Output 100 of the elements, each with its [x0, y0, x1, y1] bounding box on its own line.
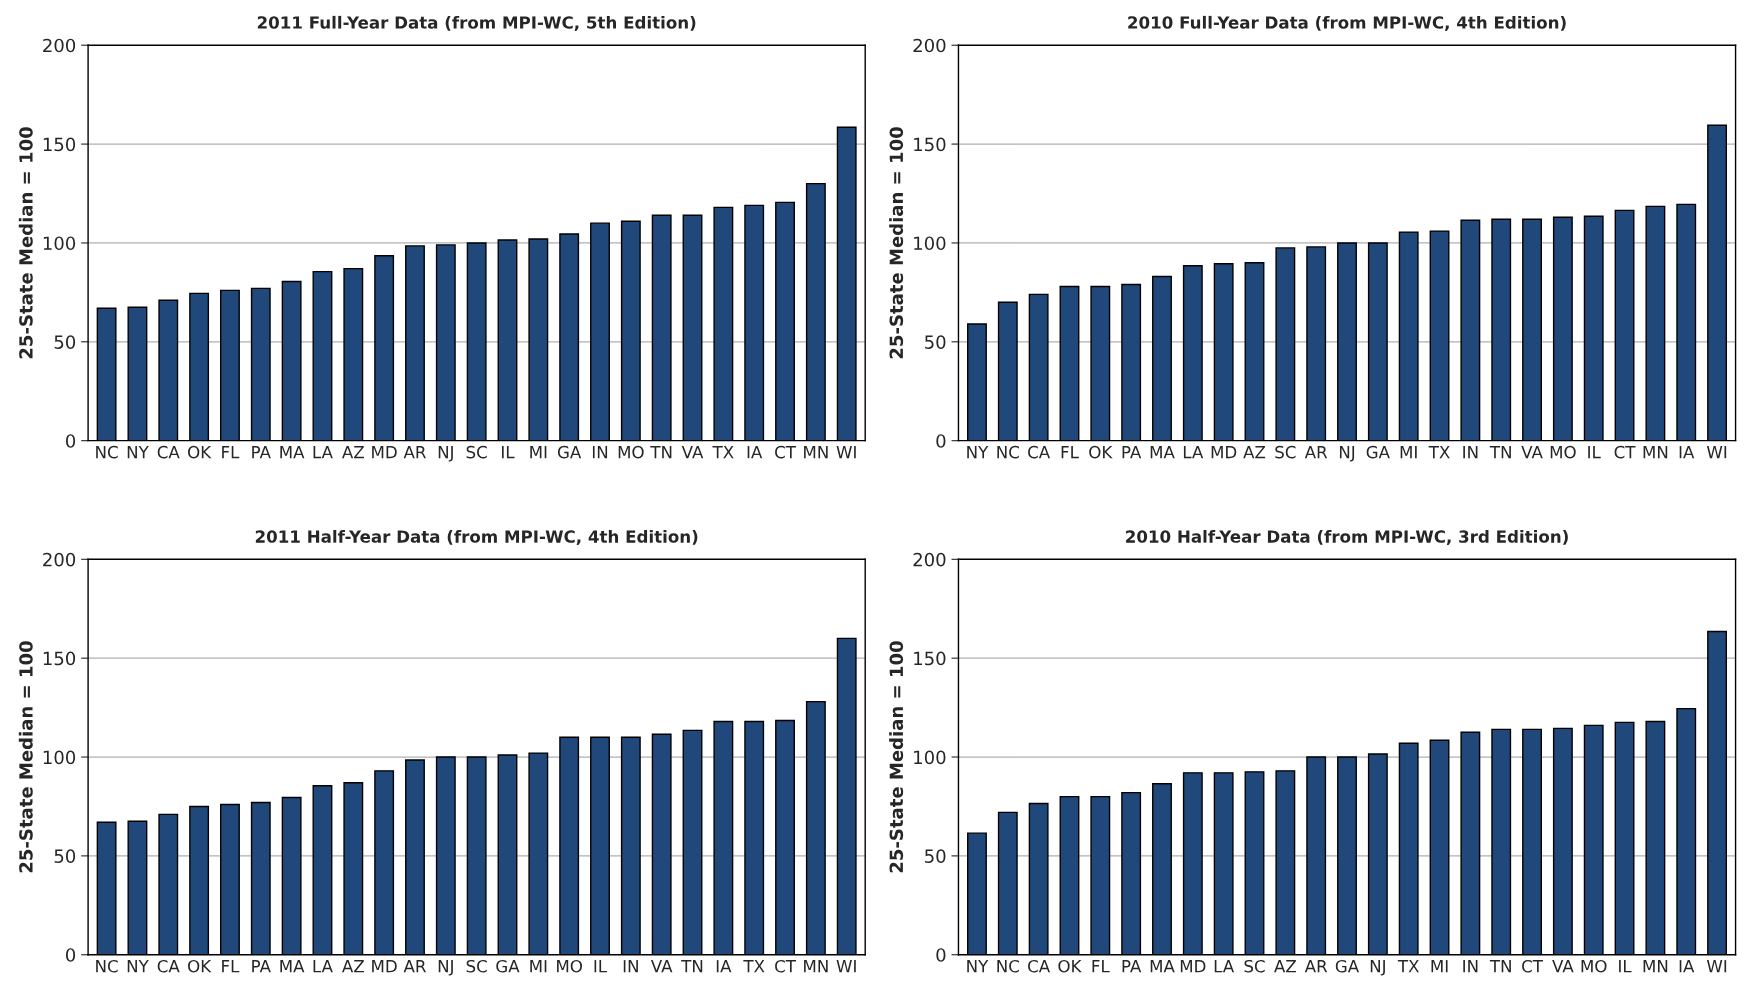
x-tick-label: TN [650, 446, 672, 459]
x-tick-label: MO [557, 959, 582, 973]
x-tick-label: MD [1180, 960, 1206, 973]
x-tick-label: GA [1366, 445, 1390, 459]
x-tick-label: PA [252, 446, 271, 459]
x-tick-label: IA [716, 960, 732, 973]
x-tick-label: PA [252, 960, 271, 973]
x-tick-label: WI [1706, 446, 1727, 459]
y-tick-label: 100 [914, 236, 946, 251]
x-tick-label: MA [1150, 960, 1175, 973]
x-tick-label: IN [1463, 446, 1478, 459]
chart-title: 2010 Half-Year Data (from MPI-WC, 3rd Edition) [1126, 529, 1568, 545]
x-tick-label: SC [1244, 959, 1265, 973]
y-tick-label: 100 [43, 750, 76, 765]
x-tick-label: VA [681, 446, 704, 459]
y-tick-label: 50 [54, 849, 76, 864]
x-tick-label: CA [157, 445, 180, 459]
x-tick-label: IL [594, 960, 608, 973]
x-tick-label: LA [313, 960, 333, 973]
x-tick-label: FL [222, 446, 240, 459]
y-tick-label: 0 [66, 434, 76, 448]
x-tick-label: WI [836, 446, 856, 459]
x-tick-label: MN [804, 446, 828, 459]
x-tick-label: AR [403, 446, 426, 459]
y-tick-label: 50 [925, 335, 946, 349]
x-tick-label: NJ [1339, 446, 1355, 462]
x-tick-label: TN [1489, 446, 1511, 459]
x-tick-label: MI [1400, 446, 1417, 459]
y-axis-title: 25-State Median = 100 [18, 127, 33, 359]
x-tick-label: NY [967, 960, 989, 973]
y-tick-label: 150 [43, 651, 76, 666]
x-tick-label: IL [1619, 960, 1632, 973]
x-tick-label: WI [1706, 960, 1727, 973]
y-tick-label: 50 [925, 849, 946, 864]
x-tick-label: GA [557, 445, 582, 459]
x-tick-label: IN [592, 446, 608, 459]
x-tick-label: IA [1679, 960, 1695, 973]
x-tick-label: MO [618, 445, 644, 459]
x-tick-label: MN [804, 960, 828, 973]
x-tick-label: NJ [438, 960, 453, 976]
x-tick-label: AZ [342, 960, 364, 973]
x-tick-label: FL [1092, 960, 1110, 973]
x-tick-label: IA [1679, 446, 1695, 459]
x-tick-label: TX [1428, 446, 1450, 459]
x-tick-label: NY [127, 960, 149, 973]
x-tick-label: CT [1614, 445, 1636, 459]
y-tick-label: 0 [936, 434, 946, 448]
x-tick-label: PA [1122, 446, 1142, 459]
x-tick-label: VA [1552, 960, 1574, 973]
x-tick-label: MI [1431, 960, 1448, 973]
y-axis-title: 25-State Median = 100 [889, 127, 904, 359]
y-tick-label: 150 [914, 137, 946, 152]
x-tick-label: IL [1588, 446, 1601, 459]
y-axis-title: 25-State Median = 100 [889, 641, 904, 873]
x-tick-label: CA [1028, 959, 1051, 973]
x-tick-label: GA [496, 959, 520, 973]
x-tick-label: MD [372, 960, 397, 973]
y-tick-label: 150 [43, 137, 76, 152]
x-tick-label: NC [997, 445, 1019, 459]
x-tick-label: TX [712, 446, 734, 459]
x-tick-label: LA [1214, 960, 1235, 973]
x-tick-label: CT [775, 959, 796, 973]
x-tick-label: OK [188, 959, 212, 973]
x-tick-label: IA [747, 446, 763, 459]
x-tick-label: TX [1397, 960, 1419, 973]
x-tick-label: MN [1643, 960, 1668, 973]
x-tick-label: FL [1061, 446, 1079, 459]
x-tick-label: AR [1304, 960, 1328, 973]
x-tick-label: MA [1150, 446, 1175, 459]
x-tick-label: IN [1463, 960, 1478, 973]
y-tick-label: 200 [913, 38, 946, 53]
x-tick-label: LA [1183, 446, 1204, 459]
x-tick-label: TX [743, 960, 765, 973]
x-tick-label: NC [96, 959, 118, 973]
x-tick-label: NJ [438, 446, 453, 462]
x-tick-label: CA [157, 959, 180, 973]
x-tick-label: MA [280, 960, 305, 973]
x-tick-label: MD [372, 446, 397, 459]
chart-title: 2010 Full-Year Data (from MPI-WC, 4th Edition) [1128, 15, 1566, 31]
y-tick-label: 0 [66, 948, 76, 962]
chart-title: 2011 Full-Year Data (from MPI-WC, 5th Edition) [257, 15, 696, 31]
x-tick-label: NC [96, 445, 118, 459]
x-tick-label: OK [1089, 445, 1113, 459]
x-tick-label: AZ [1274, 960, 1296, 973]
x-tick-label: CT [775, 445, 796, 459]
x-tick-label: LA [313, 446, 333, 459]
x-tick-label: IL [502, 446, 515, 459]
y-tick-label: 200 [913, 552, 946, 567]
y-tick-label: 200 [43, 38, 76, 53]
x-tick-label: MO [1550, 445, 1576, 459]
x-tick-label: SC [466, 959, 487, 973]
x-tick-label: MO [1581, 959, 1607, 973]
x-tick-label: VA [650, 960, 673, 973]
x-tick-label: SC [1275, 445, 1296, 459]
x-tick-label: CA [1028, 445, 1051, 459]
x-tick-label: MN [1643, 446, 1668, 459]
x-tick-label: NY [127, 446, 149, 459]
x-tick-label: TN [1489, 960, 1511, 973]
y-tick-label: 200 [43, 552, 76, 567]
x-tick-label: AZ [342, 446, 364, 459]
